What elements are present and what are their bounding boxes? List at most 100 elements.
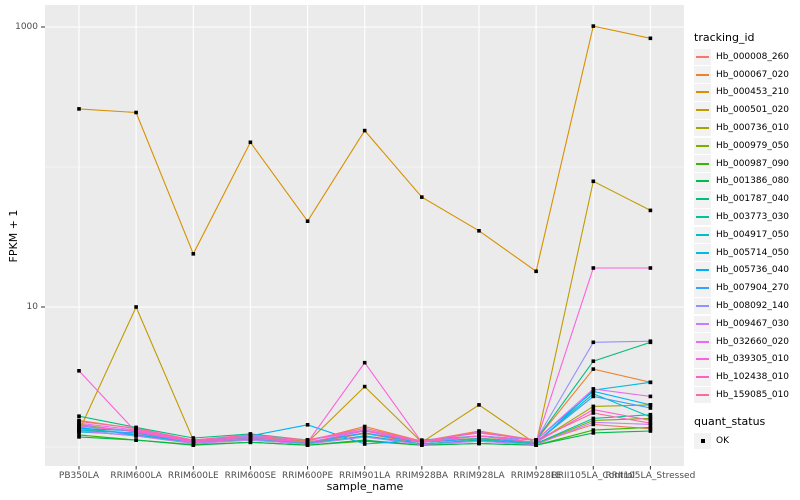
legend-item-label: Hb_159085_010 xyxy=(716,390,790,401)
legend-key xyxy=(694,226,711,244)
legend-key xyxy=(694,279,711,297)
data-point xyxy=(477,431,481,435)
data-point xyxy=(191,252,196,256)
legend-line-swatch xyxy=(696,233,709,236)
data-point xyxy=(134,429,138,433)
data-point xyxy=(591,340,596,345)
data-point xyxy=(362,431,367,435)
x-tick-label: RRIM901LA xyxy=(338,471,391,481)
legend-item: Hb_039305_010 xyxy=(694,351,800,369)
data-point xyxy=(134,426,138,431)
legend-item-label: Hb_005736_040 xyxy=(716,265,790,276)
data-point xyxy=(77,424,81,429)
legend-item-label: Hb_000067_020 xyxy=(716,69,790,80)
data-point xyxy=(248,140,253,145)
legend-key xyxy=(694,101,711,119)
data-point xyxy=(420,439,424,443)
data-point xyxy=(477,229,481,233)
data-point xyxy=(77,107,81,111)
data-point xyxy=(591,431,596,435)
data-point xyxy=(77,435,81,439)
legend-key xyxy=(694,368,711,386)
legend-key xyxy=(694,173,711,190)
legend-shape-title: quant_status xyxy=(694,414,766,428)
legend-line-swatch xyxy=(696,73,709,76)
data-point xyxy=(134,110,138,115)
y-axis-title: FPKM + 1 xyxy=(7,209,20,263)
legend-key xyxy=(694,386,711,404)
legend-line-swatch xyxy=(696,358,709,361)
legend-key xyxy=(694,351,711,368)
legend-line-swatch xyxy=(696,216,709,219)
legend-item: Hb_009467_030 xyxy=(694,315,800,333)
legend-item: Hb_032660_020 xyxy=(694,333,800,351)
data-point xyxy=(248,433,253,437)
legend-item: Hb_001386_080 xyxy=(694,173,800,191)
legend-key xyxy=(694,137,711,155)
data-point xyxy=(648,394,653,399)
data-point xyxy=(134,438,138,442)
data-point xyxy=(248,440,253,445)
legend-item-label: Hb_000987_090 xyxy=(716,158,790,169)
legend-key xyxy=(694,244,711,261)
legend-item-label: Hb_001787_040 xyxy=(716,194,790,205)
data-point xyxy=(305,440,310,445)
legend-item-label: Hb_102438_010 xyxy=(716,372,790,383)
color-legend-items: Hb_000008_260 Hb_000067_020 Hb_000453_210 H… xyxy=(694,48,800,404)
legend-key xyxy=(694,190,711,208)
x-tick-label: RRIM928LA xyxy=(453,471,505,481)
data-point xyxy=(648,406,653,410)
legend-key xyxy=(694,208,711,226)
legend-item: Hb_159085_010 xyxy=(694,386,800,404)
data-point xyxy=(591,387,596,391)
data-point xyxy=(591,24,596,28)
x-tick-label: RRIM928BA xyxy=(395,471,449,481)
data-point xyxy=(648,266,653,270)
data-point xyxy=(477,403,481,407)
x-tick-label: RRIM600LA xyxy=(110,471,162,481)
legend-item-label: Hb_039305_010 xyxy=(716,354,790,365)
data-point xyxy=(591,179,596,184)
data-point xyxy=(362,384,367,389)
legend-item-label: Hb_000453_210 xyxy=(716,87,790,98)
data-point xyxy=(648,421,653,425)
data-point xyxy=(305,219,310,223)
data-point xyxy=(648,36,653,41)
data-point xyxy=(477,434,481,438)
legend-color-title: tracking_id xyxy=(694,31,755,44)
data-point xyxy=(362,429,367,433)
data-point xyxy=(77,369,81,373)
data-point xyxy=(648,425,653,430)
legend-key xyxy=(694,48,711,66)
legend-item-label: Hb_003773_030 xyxy=(716,212,790,223)
legend-item: Hb_102438_010 xyxy=(694,368,800,386)
data-point xyxy=(362,438,367,442)
legend-key xyxy=(694,84,711,101)
legend-item-label: Hb_004917_050 xyxy=(716,229,790,240)
legend-item: Hb_000987_090 xyxy=(694,155,800,173)
data-point xyxy=(134,305,138,309)
data-point xyxy=(591,404,596,409)
legend-item: Hb_001787_040 xyxy=(694,190,800,208)
legend-line-swatch xyxy=(696,198,709,201)
data-point xyxy=(591,411,596,415)
data-point xyxy=(591,418,596,423)
legend-line-swatch xyxy=(696,251,709,254)
legend-key xyxy=(694,66,711,83)
data-point xyxy=(591,266,596,270)
x-tick-label: RRII105LA_Stressed xyxy=(605,471,696,481)
data-point xyxy=(420,195,424,199)
data-point xyxy=(648,339,653,343)
legend-key xyxy=(694,315,711,333)
legend-key xyxy=(694,262,711,279)
legend-item-label: Hb_000501_020 xyxy=(716,105,790,116)
data-point xyxy=(534,440,538,445)
legend-key xyxy=(694,432,711,450)
x-axis-title: sample_name xyxy=(326,480,404,493)
data-point xyxy=(591,389,596,394)
data-point xyxy=(362,360,367,365)
data-point xyxy=(248,435,253,439)
data-point xyxy=(362,435,367,439)
